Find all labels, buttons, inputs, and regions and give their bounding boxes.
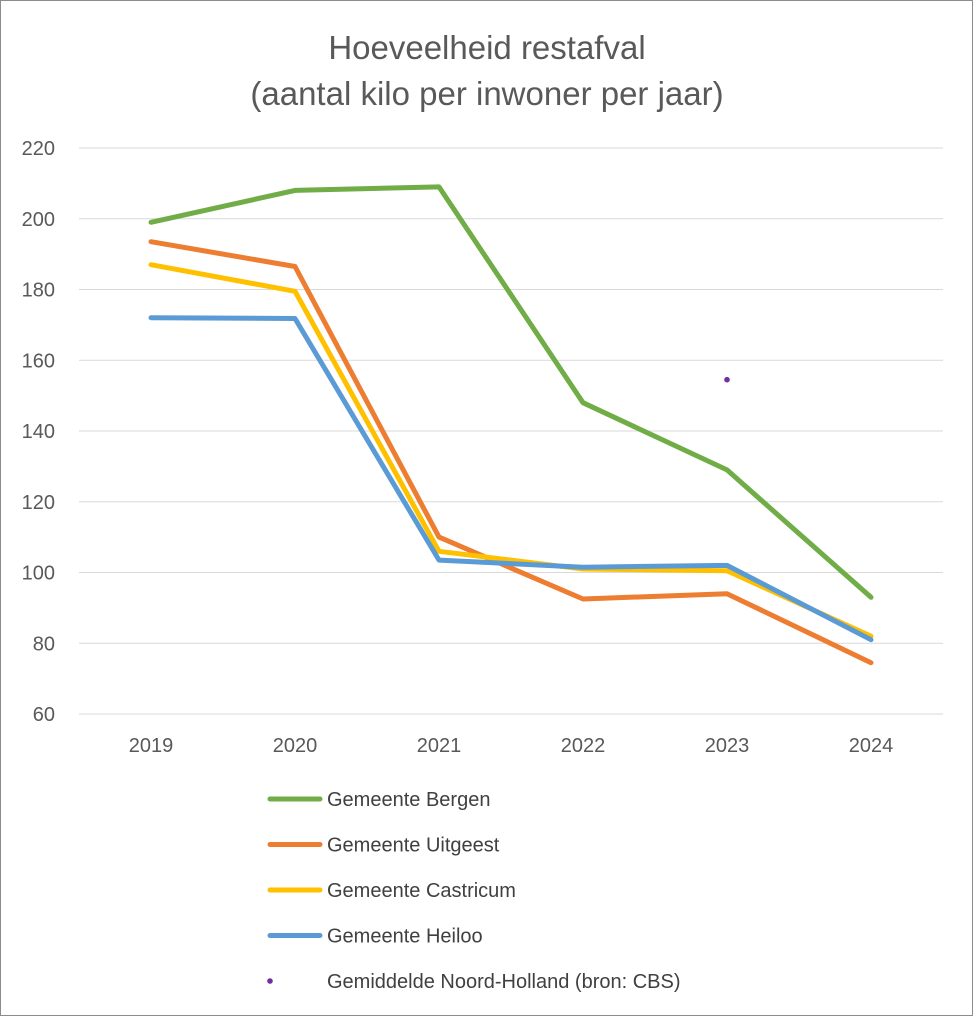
- chart-title-line-1: Hoeveelheid restafval: [328, 29, 645, 66]
- x-tick-label: 2023: [705, 735, 750, 757]
- x-tick-label: 2020: [273, 735, 318, 757]
- x-tick-label: 2019: [129, 735, 174, 757]
- y-tick-label: 200: [22, 209, 55, 231]
- legend-label: Gemeente Castricum: [327, 880, 516, 902]
- x-tick-label: 2024: [849, 735, 894, 757]
- y-tick-label: 160: [22, 350, 55, 372]
- x-tick-label: 2021: [417, 735, 462, 757]
- y-axis-ticks: 60 80 100 120 140 160 180 200 220: [22, 138, 55, 726]
- chart-title-line-2: (aantal kilo per inwoner per jaar): [250, 75, 723, 112]
- y-tick-label: 120: [22, 492, 55, 514]
- x-tick-label: 2022: [561, 735, 606, 757]
- legend-label: Gemeente Uitgeest: [327, 835, 500, 857]
- series-marker-4: [724, 376, 730, 383]
- y-tick-label: 100: [22, 563, 55, 585]
- legend: Gemeente Bergen Gemeente Uitgeest Gemeente…: [267, 789, 681, 993]
- series-line-1: [148, 239, 874, 666]
- x-axis-ticks: 2019 2020 2021 2022 2023 2024: [129, 735, 894, 757]
- series-line-3: [148, 315, 874, 643]
- legend-label: Gemeente Heiloo: [327, 926, 483, 948]
- y-tick-label: 60: [33, 704, 55, 726]
- series-line-2: [148, 262, 874, 639]
- y-tick-label: 180: [22, 280, 55, 302]
- y-tick-label: 80: [33, 633, 55, 655]
- series-layer: [148, 184, 874, 666]
- legend-label: Gemeente Bergen: [327, 789, 490, 811]
- y-tick-label: 220: [22, 138, 55, 160]
- gridlines: [79, 147, 943, 715]
- y-tick-label: 140: [22, 421, 55, 443]
- legend-swatch-4: [267, 978, 273, 984]
- series-line-0: [148, 184, 874, 600]
- legend-label: Gemiddelde Noord-Holland (bron: CBS): [327, 971, 681, 993]
